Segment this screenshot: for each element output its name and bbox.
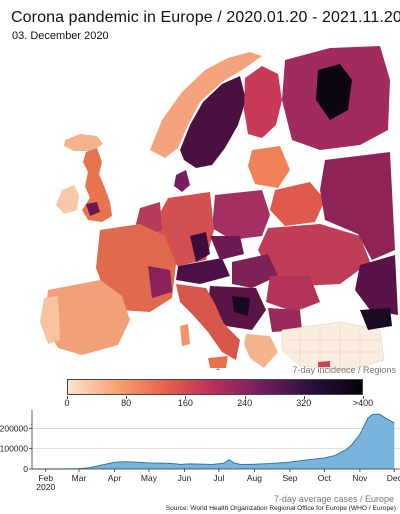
- colorbar-tick: [244, 396, 246, 399]
- russia-southeast-region: [355, 255, 398, 315]
- y-tick-label: 100000: [0, 444, 28, 454]
- x-tick-label: Oct: [318, 473, 332, 483]
- page-title: Corona pandemic in Europe / 2020.01.20 -…: [11, 9, 400, 26]
- colorbar-tick: [185, 396, 187, 399]
- cases-line: [32, 413, 395, 470]
- colorbar: [67, 379, 363, 395]
- x-tick-label: Feb: [38, 473, 53, 483]
- x-tick-label: Jun: [178, 473, 192, 483]
- sweden-region: [180, 76, 246, 168]
- turkey-region: [281, 321, 385, 370]
- x-tick-label: Aug: [247, 473, 262, 483]
- france-hotspot: [148, 266, 172, 298]
- ukraine-region: [258, 224, 370, 286]
- sardinia-region: [180, 324, 190, 346]
- poland-region: [212, 190, 270, 240]
- romania-region: [266, 276, 320, 312]
- x-tick-label: Dec: [387, 473, 400, 483]
- germany-hotspot: [190, 232, 210, 262]
- turkey-grid: [290, 326, 380, 370]
- y-tick-label: 200000: [0, 423, 28, 433]
- malta-region: [216, 368, 220, 370]
- x-tick-label: May: [141, 473, 158, 483]
- date-subtitle: 03. December 2020: [12, 30, 109, 42]
- balkans-hotspot: [232, 296, 250, 316]
- finland-region: [244, 66, 282, 138]
- colorbar-tick-label: 240: [237, 398, 253, 408]
- norway-region: [150, 52, 262, 158]
- trend-caption: 7-day average cases / Europe: [273, 494, 394, 504]
- x-tick-label: Apr: [108, 473, 121, 483]
- colorbar-tick-label: >400: [352, 398, 374, 408]
- colorbar-tick-label: 160: [177, 398, 193, 408]
- colorbar-tick: [363, 396, 364, 399]
- colorbar-tick: [126, 396, 128, 399]
- colorbar-tick: [303, 396, 305, 399]
- austria-region: [176, 258, 230, 284]
- europe-incidence-map: [0, 40, 400, 370]
- portugal-region: [40, 296, 60, 344]
- x-tick-label: Jul: [213, 473, 224, 483]
- baltic-region: [248, 146, 290, 188]
- x-tick-label: Nov: [352, 473, 368, 483]
- iceland-region: [64, 134, 103, 151]
- colorbar-tick-label: 320: [296, 398, 312, 408]
- colorbar-tick-label: 0: [64, 398, 70, 408]
- russia-south-region: [320, 152, 395, 260]
- italy-region: [176, 284, 240, 360]
- x-tick-label: Mar: [72, 473, 87, 483]
- bulgaria-region: [268, 308, 302, 332]
- colorbar-tick-label: 80: [121, 398, 132, 408]
- ireland-region: [56, 185, 79, 214]
- great-britain-hotspot: [86, 202, 100, 216]
- iberia-region: [44, 280, 130, 355]
- source-note: Source: World Health Organization Region…: [165, 505, 396, 512]
- map-caption: 7-day incidence / Regions: [292, 365, 396, 375]
- cases-area: [32, 414, 395, 469]
- russia-hotspot: [316, 64, 352, 120]
- sicily-region: [208, 356, 228, 368]
- denmark-region: [174, 170, 190, 192]
- hungary-region: [232, 254, 278, 288]
- cyprus-region: [318, 361, 330, 367]
- colorbar-tick: [67, 396, 68, 399]
- x-tick-label: 2020: [36, 482, 55, 492]
- y-tick-label: 0: [23, 464, 28, 474]
- greece-region: [244, 334, 278, 368]
- x-tick-label: Sep: [282, 473, 297, 483]
- caucasus-region: [360, 308, 392, 330]
- czechia-region: [210, 236, 244, 260]
- belarus-region: [270, 182, 325, 226]
